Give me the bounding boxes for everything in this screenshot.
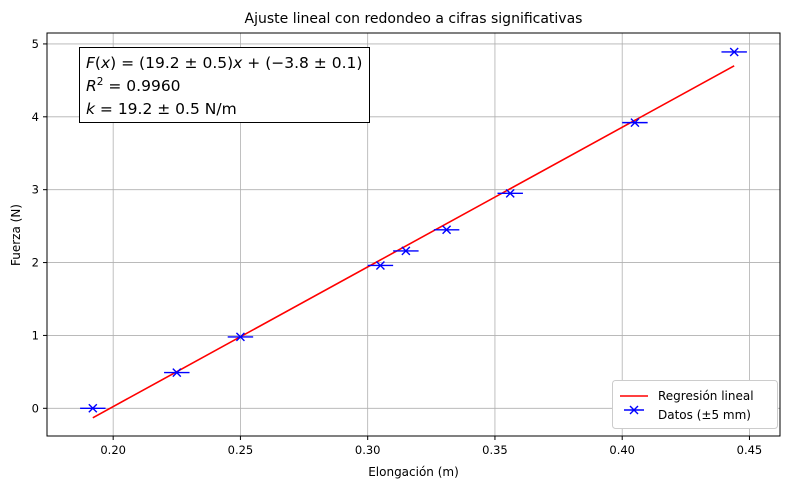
x-tick-label: 0.30 bbox=[355, 443, 381, 457]
marker-stroke bbox=[88, 403, 98, 413]
marker-stroke bbox=[235, 332, 245, 342]
regression-line bbox=[92, 65, 735, 419]
marker-stroke bbox=[401, 246, 411, 256]
data-point bbox=[227, 332, 254, 342]
y-axis-label: Fuerza (N) bbox=[9, 204, 23, 266]
legend-frame bbox=[612, 380, 778, 429]
x-tick-label: 0.35 bbox=[482, 443, 508, 457]
data-point bbox=[367, 260, 394, 270]
data-point bbox=[433, 225, 460, 235]
x-axis-label: Elongación (m) bbox=[368, 465, 459, 479]
legend: Regresión lineal Datos (±5 mm) bbox=[612, 380, 778, 429]
annotation-spring-constant: k = 19.2 ± 0.5 N/m bbox=[86, 100, 237, 118]
annotation-r-squared: R2 = 0.9960 bbox=[86, 76, 181, 95]
annotation-box: F(x) = (19.2 ± 0.5)x + (−3.8 ± 0.1) R2 =… bbox=[79, 47, 370, 123]
marker-stroke bbox=[630, 118, 640, 128]
y-tick-label: 4 bbox=[32, 110, 39, 124]
legend-label-data: Datos (±5 mm) bbox=[658, 408, 751, 422]
marker-stroke bbox=[505, 188, 515, 198]
data-point bbox=[164, 368, 190, 378]
y-tick-label: 2 bbox=[32, 256, 39, 270]
marker-stroke bbox=[172, 368, 182, 378]
x-tick-label: 0.40 bbox=[609, 443, 635, 457]
legend-marker-swatch bbox=[624, 405, 644, 415]
marker-stroke bbox=[442, 225, 452, 235]
y-tick-label: 5 bbox=[32, 37, 39, 51]
axes-frame bbox=[46, 32, 781, 437]
y-tick-label: 0 bbox=[32, 401, 39, 415]
legend-label-regression: Regresión lineal bbox=[658, 389, 754, 403]
data-point bbox=[80, 403, 106, 413]
y-tick-label: 3 bbox=[32, 183, 39, 197]
marker-stroke bbox=[375, 260, 385, 270]
x-tick-label: 0.25 bbox=[228, 443, 254, 457]
data-point bbox=[721, 47, 747, 57]
annotation-fit-equation: F(x) = (19.2 ± 0.5)x + (−3.8 ± 0.1) bbox=[86, 54, 362, 72]
data-point bbox=[497, 188, 523, 198]
data-point bbox=[622, 118, 648, 128]
x-tick-label: 0.20 bbox=[100, 443, 126, 457]
x-tick-label: 0.45 bbox=[737, 443, 763, 457]
data-point bbox=[393, 246, 419, 256]
marker-stroke bbox=[729, 47, 739, 57]
annotation-frame bbox=[79, 47, 370, 123]
y-tick-label: 1 bbox=[32, 328, 39, 342]
chart-title: Ajuste lineal con redondeo a cifras sign… bbox=[245, 11, 583, 27]
